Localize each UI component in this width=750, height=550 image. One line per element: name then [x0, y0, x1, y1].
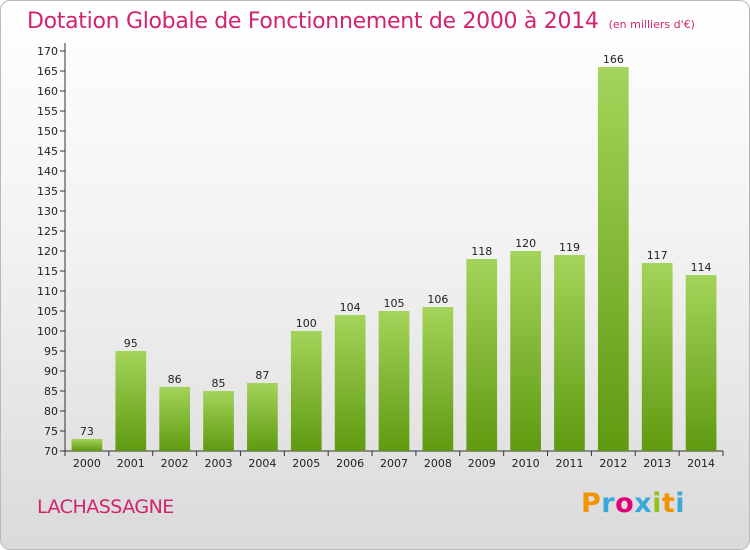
- bar-value-label: 100: [296, 317, 317, 330]
- x-tick-label: 2011: [555, 457, 583, 470]
- logo-letter: t: [661, 488, 676, 519]
- proxiti-logo: Proxiti: [581, 488, 685, 519]
- bar-value-label: 85: [212, 377, 226, 390]
- logo-letter: i: [675, 488, 686, 519]
- bar: [641, 263, 673, 451]
- chart-value-labels: 73 95 86 85 87 100 104 105 106 118 120 119 166 117 114: [80, 53, 712, 438]
- x-tick-label: 2006: [336, 457, 364, 470]
- y-tick-label: 155: [37, 105, 58, 118]
- y-tick-label: 125: [37, 225, 58, 238]
- y-tick-label: 90: [44, 365, 58, 378]
- y-tick-label: 165: [37, 65, 58, 78]
- y-tick-label: 145: [37, 145, 58, 158]
- y-tick-label: 85: [44, 385, 58, 398]
- bar-value-label: 114: [691, 261, 712, 274]
- y-tick-label: 100: [37, 325, 58, 338]
- y-tick-label: 80: [44, 405, 58, 418]
- bar-value-label: 117: [647, 249, 668, 262]
- x-tick-label: 2007: [380, 457, 408, 470]
- bar: [159, 387, 191, 451]
- x-tick-label: 2008: [424, 457, 452, 470]
- chart-title: Dotation Globale de Fonctionnement de 20…: [27, 9, 695, 34]
- bar-value-label: 106: [427, 293, 448, 306]
- bar: [290, 331, 322, 451]
- logo-letter: P: [581, 488, 602, 519]
- bar: [685, 275, 717, 451]
- x-tick-label: 2003: [205, 457, 233, 470]
- bar: [510, 251, 541, 451]
- y-tick-label: 105: [37, 305, 58, 318]
- y-tick-label: 115: [37, 265, 58, 278]
- bar-value-label: 166: [603, 53, 624, 66]
- x-tick-label: 2000: [73, 457, 101, 470]
- x-tick-label: 2014: [687, 457, 715, 470]
- chart-title-text: Dotation Globale de Fonctionnement de 20…: [27, 9, 599, 34]
- x-tick-label: 2002: [161, 457, 189, 470]
- x-tick-label: 2012: [599, 457, 627, 470]
- y-tick-label: 110: [37, 285, 58, 298]
- x-tick-label: 2004: [248, 457, 276, 470]
- bar-value-label: 104: [340, 301, 361, 314]
- bar: [597, 67, 629, 451]
- logo-letter: x: [634, 488, 653, 519]
- logo-letter: r: [601, 488, 616, 519]
- bar-value-label: 120: [515, 237, 536, 250]
- y-tick-label: 130: [37, 205, 58, 218]
- x-tick-label: 2005: [292, 457, 320, 470]
- x-tick-label: 2013: [643, 457, 671, 470]
- bar-value-label: 86: [168, 373, 182, 386]
- logo-letter: i: [652, 488, 662, 519]
- bar: [71, 439, 103, 451]
- y-tick-label: 160: [37, 85, 58, 98]
- logo-letter: o: [615, 488, 635, 519]
- y-tick-label: 150: [37, 125, 58, 138]
- bar-value-label: 95: [124, 337, 138, 350]
- y-tick-label: 140: [37, 165, 58, 178]
- x-tick-label: 2001: [117, 457, 145, 470]
- y-tick-label: 70: [44, 445, 58, 458]
- town-name: LACHASSAGNE: [37, 496, 174, 518]
- y-tick-label: 95: [44, 345, 58, 358]
- y-tick-label: 135: [37, 185, 58, 198]
- bar: [203, 391, 234, 451]
- x-tick-label: 2010: [512, 457, 540, 470]
- bar: [422, 307, 454, 451]
- bar: [247, 383, 278, 451]
- bar: [466, 259, 498, 451]
- y-tick-label: 120: [37, 245, 58, 258]
- bar: [378, 311, 410, 451]
- chart-bars: [71, 67, 717, 451]
- bar-value-label: 119: [559, 241, 580, 254]
- bar: [115, 351, 147, 451]
- chart-subtitle: (en milliers d'€): [608, 18, 695, 31]
- y-tick-label: 170: [37, 45, 58, 58]
- bar-value-label: 87: [255, 369, 269, 382]
- x-tick-label: 2009: [468, 457, 496, 470]
- bar-value-label: 105: [384, 297, 405, 310]
- bar: [554, 255, 585, 451]
- y-tick-label: 75: [44, 425, 58, 438]
- bar: [334, 315, 366, 451]
- chart-axes: 70 75 80 85 90 95 100 105 110 115 120 125 130 135 140 1…: [37, 43, 724, 470]
- bar-value-label: 118: [471, 245, 492, 258]
- bar-value-label: 73: [80, 425, 94, 438]
